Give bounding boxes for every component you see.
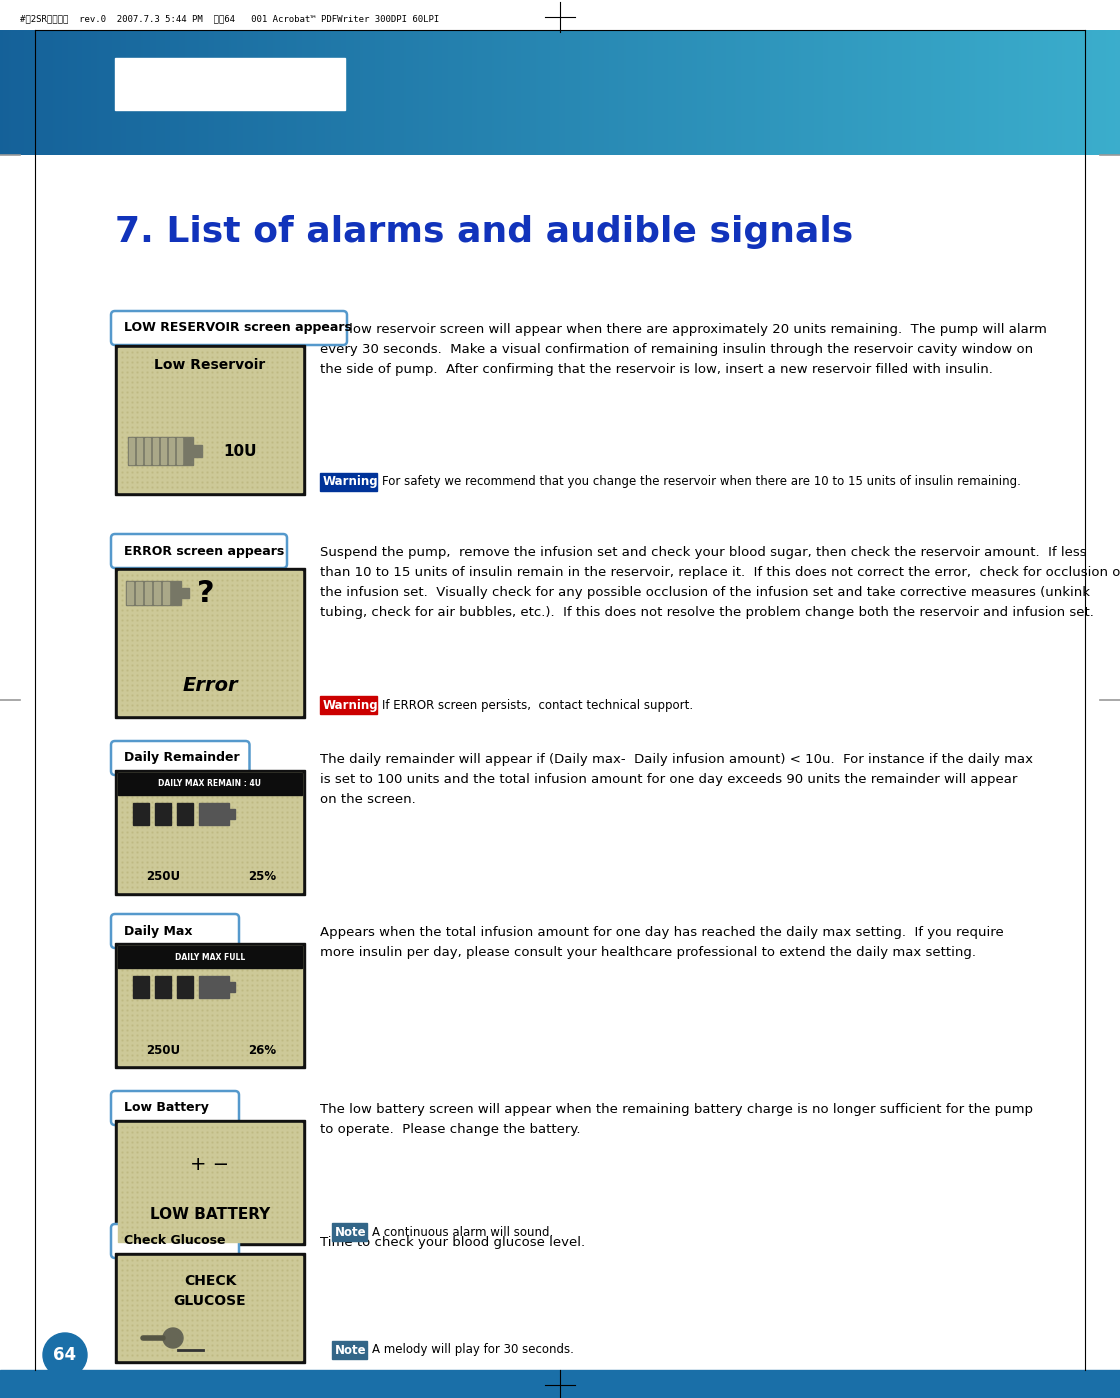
Text: CHECK: CHECK xyxy=(184,1274,236,1288)
Bar xyxy=(115,1120,305,1246)
Circle shape xyxy=(43,1334,87,1377)
Bar xyxy=(115,568,305,719)
Bar xyxy=(125,582,181,605)
Bar xyxy=(332,1341,367,1359)
Bar xyxy=(155,802,171,825)
Text: LOW RESERVOIR screen appears: LOW RESERVOIR screen appears xyxy=(124,322,352,334)
Bar xyxy=(118,773,302,795)
Text: + −: + − xyxy=(190,1155,230,1173)
Bar xyxy=(118,946,302,1065)
FancyBboxPatch shape xyxy=(111,1090,239,1125)
Bar xyxy=(199,802,228,825)
Bar xyxy=(129,438,134,464)
Bar xyxy=(164,582,169,604)
Text: 64: 64 xyxy=(54,1346,76,1364)
Bar xyxy=(161,438,166,464)
Bar xyxy=(133,802,149,825)
Bar xyxy=(118,1123,302,1241)
Bar xyxy=(128,438,193,466)
Bar xyxy=(0,1370,1120,1398)
Bar xyxy=(193,445,202,457)
Bar xyxy=(320,473,377,491)
Text: Daily Max: Daily Max xyxy=(124,924,193,938)
Text: 10U: 10U xyxy=(223,443,256,459)
Bar xyxy=(181,589,189,598)
Bar xyxy=(118,946,302,967)
Text: Note: Note xyxy=(335,1226,366,1239)
Bar xyxy=(115,944,305,1068)
Bar xyxy=(115,1253,305,1363)
Text: Low Battery: Low Battery xyxy=(124,1102,208,1114)
Text: 250U: 250U xyxy=(146,1043,180,1057)
Bar xyxy=(115,345,305,495)
Bar xyxy=(144,582,151,604)
Bar xyxy=(115,57,345,110)
Text: Check Glucose: Check Glucose xyxy=(124,1234,225,1247)
FancyBboxPatch shape xyxy=(111,914,239,948)
Text: Error: Error xyxy=(183,677,237,695)
Text: Warning: Warning xyxy=(323,475,379,488)
Text: 25%: 25% xyxy=(248,871,276,884)
FancyBboxPatch shape xyxy=(111,534,287,568)
Bar xyxy=(118,348,302,492)
Bar xyxy=(127,582,133,604)
Text: The daily remainder will appear if (Daily max-  Daily infusion amount) < 10u.  F: The daily remainder will appear if (Dail… xyxy=(320,754,1033,807)
Bar xyxy=(153,438,158,464)
Text: Suspend the pump,  remove the infusion set and check your blood sugar, then chec: Suspend the pump, remove the infusion se… xyxy=(320,547,1120,619)
Bar xyxy=(133,976,149,998)
Bar xyxy=(155,976,171,998)
Text: ERROR screen appears: ERROR screen appears xyxy=(124,544,284,558)
Text: Warning: Warning xyxy=(323,699,379,712)
Text: For safety we recommend that you change the reservoir when there are 10 to 15 un: For safety we recommend that you change … xyxy=(382,475,1020,488)
Text: DAILY MAX REMAIN : 4U: DAILY MAX REMAIN : 4U xyxy=(159,780,261,788)
FancyBboxPatch shape xyxy=(111,1225,239,1258)
Bar xyxy=(199,976,228,998)
Text: Time to check your blood glucose level.: Time to check your blood glucose level. xyxy=(320,1236,585,1248)
Text: DAILY MAX FULL: DAILY MAX FULL xyxy=(175,952,245,962)
FancyBboxPatch shape xyxy=(111,310,347,345)
Bar xyxy=(228,809,235,819)
Text: 250U: 250U xyxy=(146,871,180,884)
Text: Daily Remainder: Daily Remainder xyxy=(124,752,240,765)
Bar xyxy=(118,773,302,892)
Circle shape xyxy=(164,1328,183,1348)
Bar xyxy=(136,582,142,604)
Text: A melody will play for 30 seconds.: A melody will play for 30 seconds. xyxy=(372,1343,573,1356)
Text: Appears when the total infusion amount for one day has reached the daily max set: Appears when the total infusion amount f… xyxy=(320,925,1004,959)
Text: Low Reservoir: Low Reservoir xyxy=(155,358,265,372)
Bar xyxy=(320,696,377,714)
Bar xyxy=(169,438,174,464)
Text: Note: Note xyxy=(335,1343,366,1356)
Text: 26%: 26% xyxy=(248,1043,276,1057)
Bar xyxy=(137,438,142,464)
Bar xyxy=(228,981,235,993)
Text: The low battery screen will appear when the remaining battery charge is no longe: The low battery screen will appear when … xyxy=(320,1103,1033,1137)
Bar xyxy=(177,976,193,998)
Text: LOW BATTERY: LOW BATTERY xyxy=(150,1206,270,1222)
Bar xyxy=(177,802,193,825)
Text: #　2SR　　　　  rev.0  2007.7.3 5:44 PM  　　64   001 Acrobat™ PDFWriter 300DPI 60LPI: # 2SR rev.0 2007.7.3 5:44 PM 64 001 Acro… xyxy=(20,14,439,22)
Bar xyxy=(118,570,302,714)
Bar xyxy=(332,1223,367,1241)
Bar xyxy=(118,1255,302,1360)
FancyBboxPatch shape xyxy=(111,741,250,774)
Text: The low reservoir screen will appear when there are approximately 20 units remai: The low reservoir screen will appear whe… xyxy=(320,323,1047,376)
Text: ?: ? xyxy=(197,579,215,608)
Bar xyxy=(177,438,181,464)
Text: 7. List of alarms and audible signals: 7. List of alarms and audible signals xyxy=(115,215,853,249)
Text: GLUCOSE: GLUCOSE xyxy=(174,1295,246,1309)
Text: If ERROR screen persists,  contact technical support.: If ERROR screen persists, contact techni… xyxy=(382,699,693,712)
Bar xyxy=(144,438,150,464)
Text: A continuous alarm will sound.: A continuous alarm will sound. xyxy=(372,1226,553,1239)
Bar xyxy=(115,770,305,895)
Bar xyxy=(153,582,160,604)
